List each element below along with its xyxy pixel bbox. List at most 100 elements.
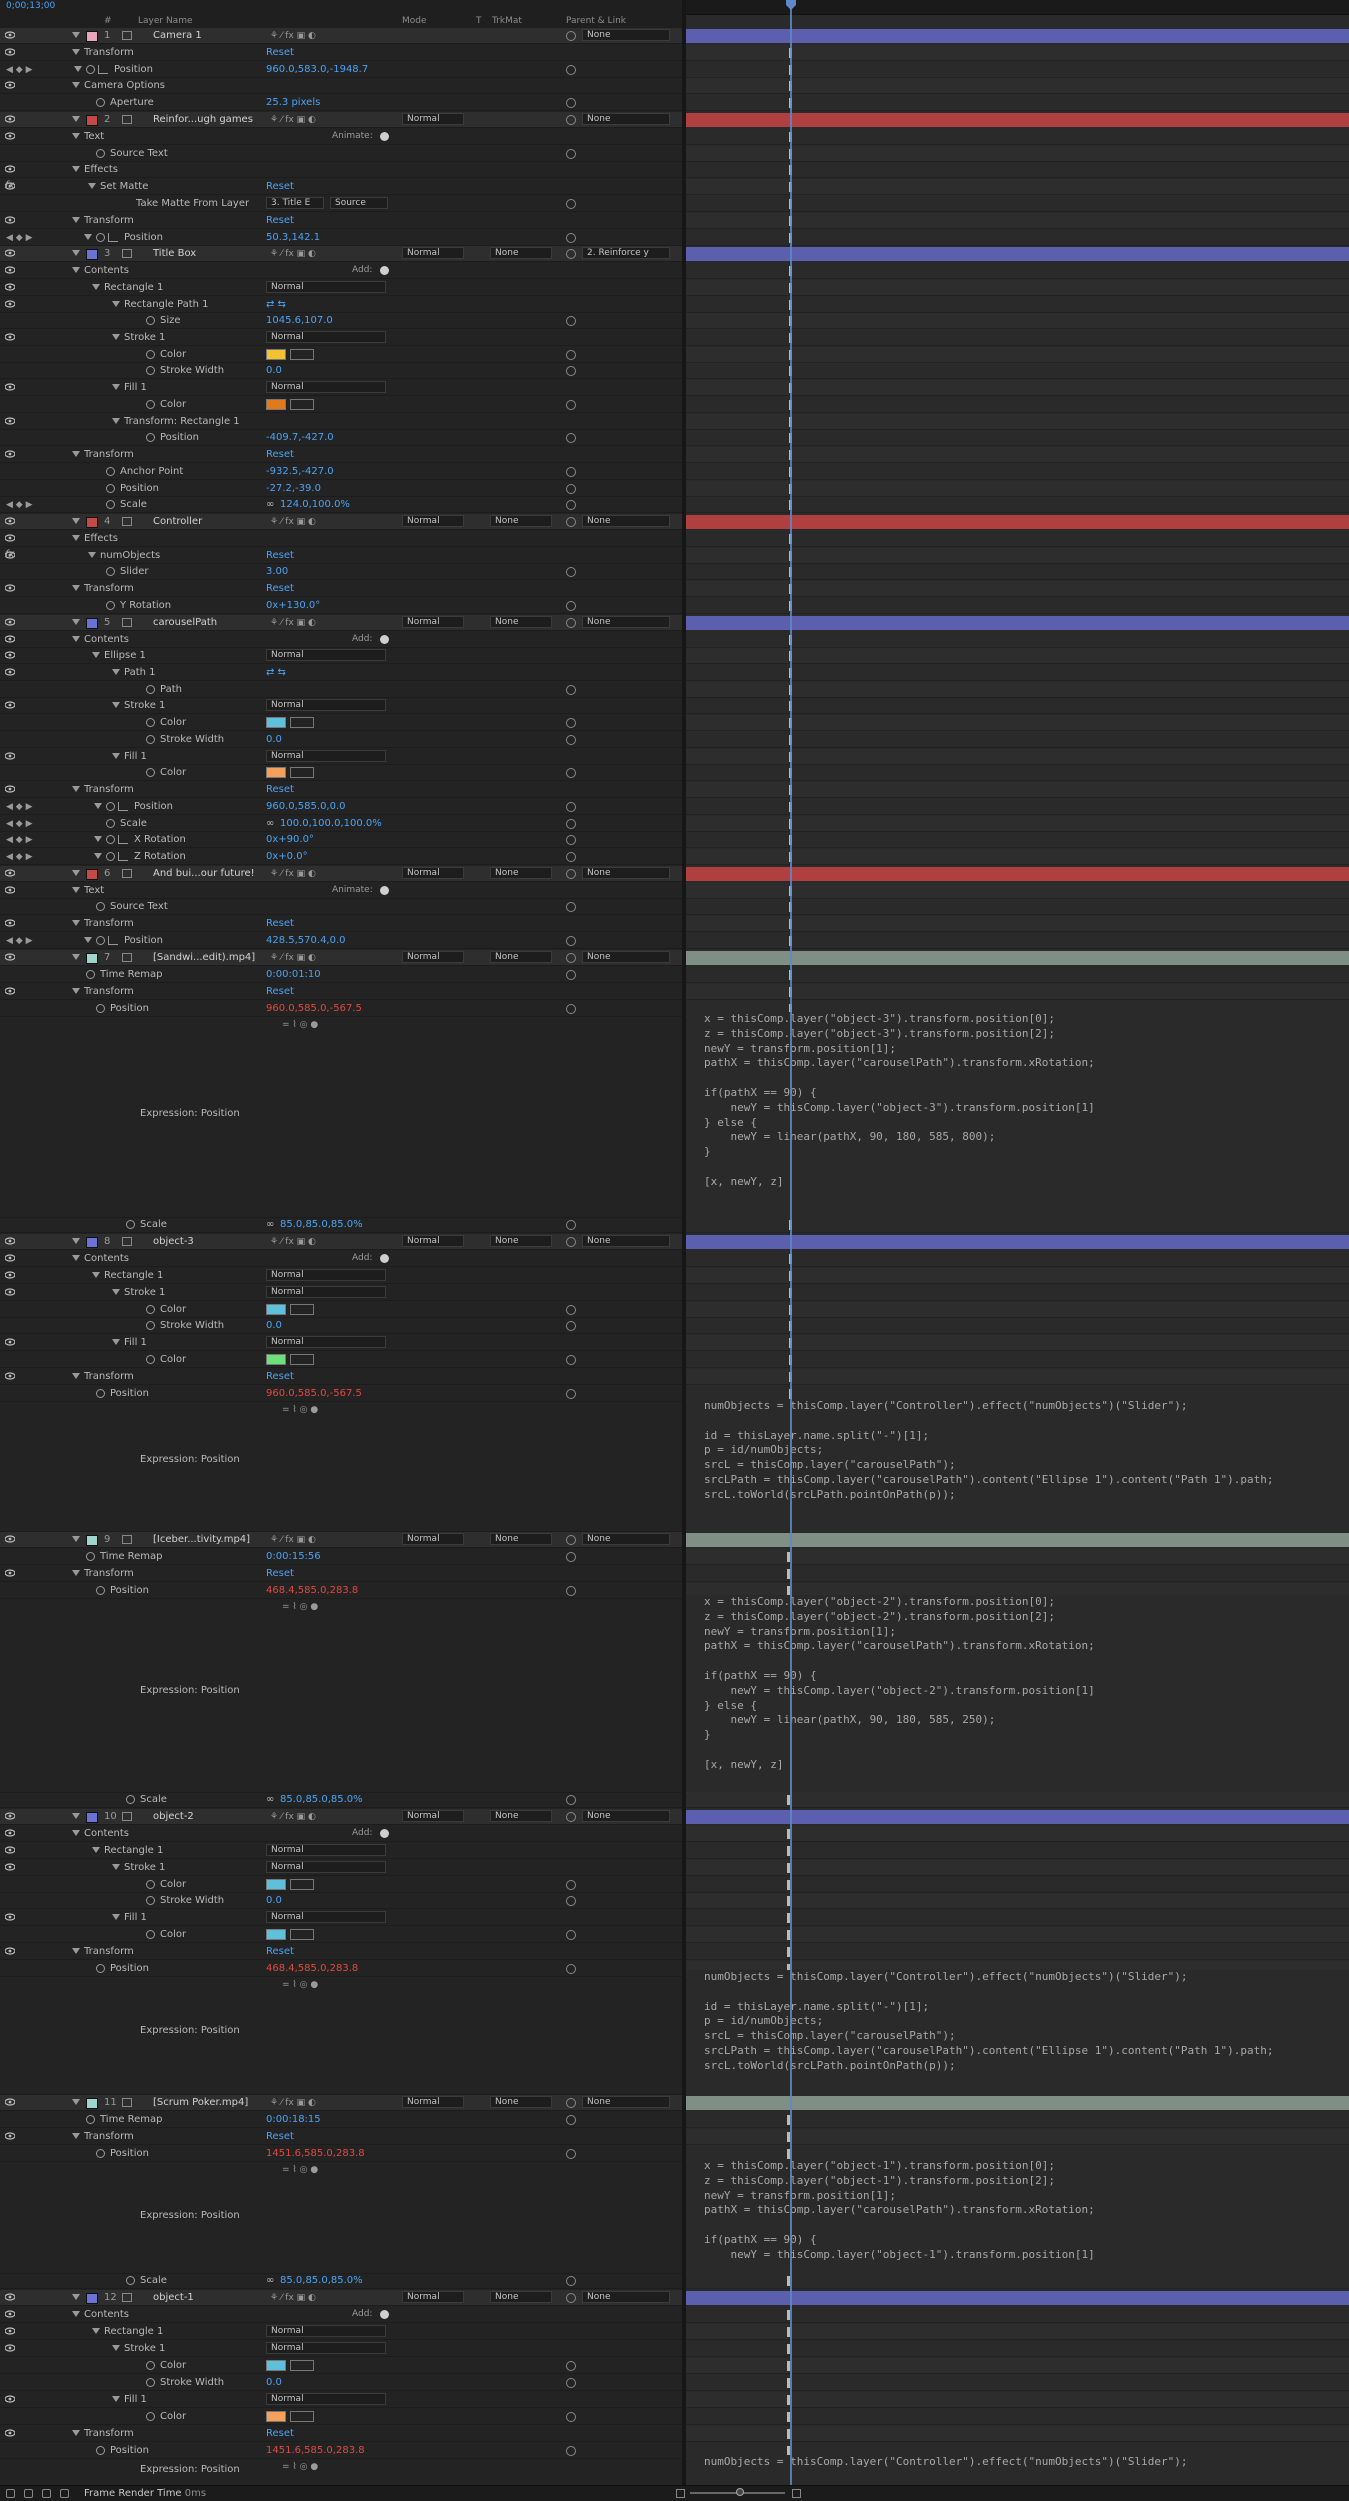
- effect-fx-icon[interactable]: fx: [5, 549, 15, 560]
- constrain-link-icon[interactable]: ∞: [266, 818, 275, 829]
- expression-pickwhip-icon[interactable]: [566, 484, 576, 494]
- visibility-eye-icon[interactable]: [5, 2310, 15, 2318]
- visibility-eye-icon[interactable]: [5, 182, 15, 190]
- track-matte-dropdown[interactable]: None: [490, 1533, 552, 1545]
- add-content-button[interactable]: [380, 1254, 389, 1263]
- property-value[interactable]: 960.0,583.0,-1948.7: [266, 64, 369, 75]
- twirl-down-arrow-icon[interactable]: [74, 66, 82, 72]
- blend-mode-dropdown[interactable]: Normal: [266, 1286, 386, 1298]
- reset-link[interactable]: Reset: [266, 2131, 294, 2142]
- keyframe-marker[interactable]: [787, 1863, 790, 1873]
- visibility-eye-icon[interactable]: [5, 635, 15, 643]
- layer-switches-icons[interactable]: ⚘ ⁄ fx ▣ ◐: [270, 1812, 316, 1822]
- expression-code-editor[interactable]: numObjects = thisComp.layer("Controller"…: [686, 2455, 1349, 2485]
- stopwatch-icon[interactable]: [146, 735, 155, 744]
- parent-dropdown[interactable]: None: [582, 616, 670, 628]
- stopwatch-icon[interactable]: [96, 1004, 105, 1013]
- label-color-swatch[interactable]: [86, 1237, 98, 1248]
- constrain-link-icon[interactable]: ∞: [266, 2275, 275, 2286]
- twirl-down-arrow-icon[interactable]: [72, 32, 80, 38]
- keyframe-marker[interactable]: [787, 1913, 790, 1923]
- blend-mode-dropdown[interactable]: Normal: [402, 247, 464, 259]
- animate-button[interactable]: [380, 886, 389, 895]
- visibility-eye-icon[interactable]: [5, 1913, 15, 1921]
- parent-dropdown[interactable]: None: [582, 1533, 670, 1545]
- stopwatch-icon[interactable]: [146, 2412, 155, 2421]
- twirl-down-arrow-icon[interactable]: [92, 652, 100, 658]
- visibility-eye-icon[interactable]: [5, 383, 15, 391]
- zoom-in-icon[interactable]: [792, 2489, 801, 2498]
- layer-duration-bar-12[interactable]: [686, 2291, 1349, 2305]
- constrain-link-icon[interactable]: ∞: [266, 1219, 275, 1230]
- animate-button[interactable]: [380, 132, 389, 141]
- property-value[interactable]: 428.5,570.4,0.0: [266, 935, 346, 946]
- take-matte-layer-dropdown[interactable]: 3. Title E: [266, 197, 324, 209]
- parent-pickwhip-icon[interactable]: [566, 517, 576, 527]
- layer-switches-icons[interactable]: ⚘ ⁄ fx ▣ ◐: [270, 953, 316, 963]
- twirl-down-arrow-icon[interactable]: [112, 301, 120, 307]
- expression-pickwhip-icon[interactable]: [566, 1552, 576, 1562]
- layer-duration-bar-6[interactable]: [686, 867, 1349, 881]
- property-value[interactable]: 124.0,100.0%: [280, 499, 350, 510]
- layer-name[interactable]: [Iceber...tivity.mp4]: [153, 1534, 251, 1545]
- expression-pickwhip-icon[interactable]: [566, 567, 576, 577]
- reset-link[interactable]: Reset: [266, 449, 294, 460]
- effect-fx-icon[interactable]: fx: [5, 180, 15, 191]
- visibility-eye-icon[interactable]: [5, 953, 15, 961]
- color-swatch[interactable]: [266, 2360, 286, 2371]
- color-swatch[interactable]: [266, 1304, 286, 1315]
- header-col-trkmat[interactable]: TrkMat: [492, 16, 522, 26]
- add-content-button[interactable]: [380, 2310, 389, 2319]
- stopwatch-icon[interactable]: [96, 2446, 105, 2455]
- layer-duration-bar-4[interactable]: [686, 515, 1349, 529]
- stopwatch-icon[interactable]: [106, 835, 115, 844]
- blend-mode-dropdown[interactable]: Normal: [402, 1810, 464, 1822]
- layer-name[interactable]: Reinfor...ugh games: [153, 114, 253, 125]
- expression-pickwhip-icon[interactable]: [566, 835, 576, 845]
- visibility-eye-icon[interactable]: [5, 2344, 15, 2352]
- stopwatch-icon[interactable]: [106, 567, 115, 576]
- parent-dropdown[interactable]: 2. Reinforce y: [582, 247, 670, 259]
- layer-name[interactable]: object-2: [153, 1811, 194, 1822]
- expression-pickwhip-icon[interactable]: [566, 1004, 576, 1014]
- graph-icon[interactable]: [118, 835, 128, 844]
- twirl-down-arrow-icon[interactable]: [72, 49, 80, 55]
- expression-pickwhip-icon[interactable]: [566, 433, 576, 443]
- label-color-swatch[interactable]: [86, 2293, 98, 2304]
- property-value[interactable]: 0x+130.0°: [266, 600, 321, 611]
- expression-pickwhip-icon[interactable]: [566, 1586, 576, 1596]
- graph-icon[interactable]: [118, 852, 128, 861]
- parent-pickwhip-icon[interactable]: [566, 249, 576, 259]
- eyedropper-icon[interactable]: [290, 399, 314, 410]
- keyframe-marker[interactable]: [787, 2412, 790, 2422]
- stopwatch-icon[interactable]: [96, 2149, 105, 2158]
- parent-dropdown[interactable]: None: [582, 2291, 670, 2303]
- twirl-down-arrow-icon[interactable]: [84, 234, 92, 240]
- visibility-eye-icon[interactable]: [5, 618, 15, 626]
- label-color-swatch[interactable]: [86, 869, 98, 880]
- stopwatch-icon[interactable]: [106, 484, 115, 493]
- expression-controls-icons[interactable]: = ⌇ ◎ ●: [282, 1980, 319, 1990]
- label-color-swatch[interactable]: [86, 1812, 98, 1823]
- blend-mode-dropdown[interactable]: Normal: [402, 616, 464, 628]
- parent-pickwhip-icon[interactable]: [566, 869, 576, 879]
- header-col-layer-name[interactable]: Layer Name: [138, 16, 193, 26]
- keyframe-marker[interactable]: [787, 2361, 790, 2371]
- twirl-down-arrow-icon[interactable]: [72, 870, 80, 876]
- expression-pickwhip-icon[interactable]: [566, 685, 576, 695]
- eyedropper-icon[interactable]: [290, 717, 314, 728]
- blend-mode-dropdown[interactable]: Normal: [402, 515, 464, 527]
- layer-switches-icons[interactable]: ⚘ ⁄ fx ▣ ◐: [270, 249, 316, 259]
- visibility-eye-icon[interactable]: [5, 1812, 15, 1820]
- property-value[interactable]: 0x+90.0°: [266, 834, 314, 845]
- property-value[interactable]: 468.4,585.0,283.8: [266, 1963, 359, 1974]
- blend-mode-dropdown[interactable]: Normal: [266, 699, 386, 711]
- keyframe-marker[interactable]: [787, 2115, 790, 2125]
- visibility-eye-icon[interactable]: [5, 2395, 15, 2403]
- expression-pickwhip-icon[interactable]: [566, 366, 576, 376]
- stopwatch-icon[interactable]: [106, 802, 115, 811]
- keyframe-marker[interactable]: [787, 2149, 790, 2159]
- keyframe-navigator-icon[interactable]: ◀ ◆ ▶: [6, 500, 33, 510]
- property-value[interactable]: -27.2,-39.0: [266, 483, 321, 494]
- layer-row-5[interactable]: 5 carouselPath ⚘ ⁄ fx ▣ ◐ Normal None None: [0, 615, 682, 631]
